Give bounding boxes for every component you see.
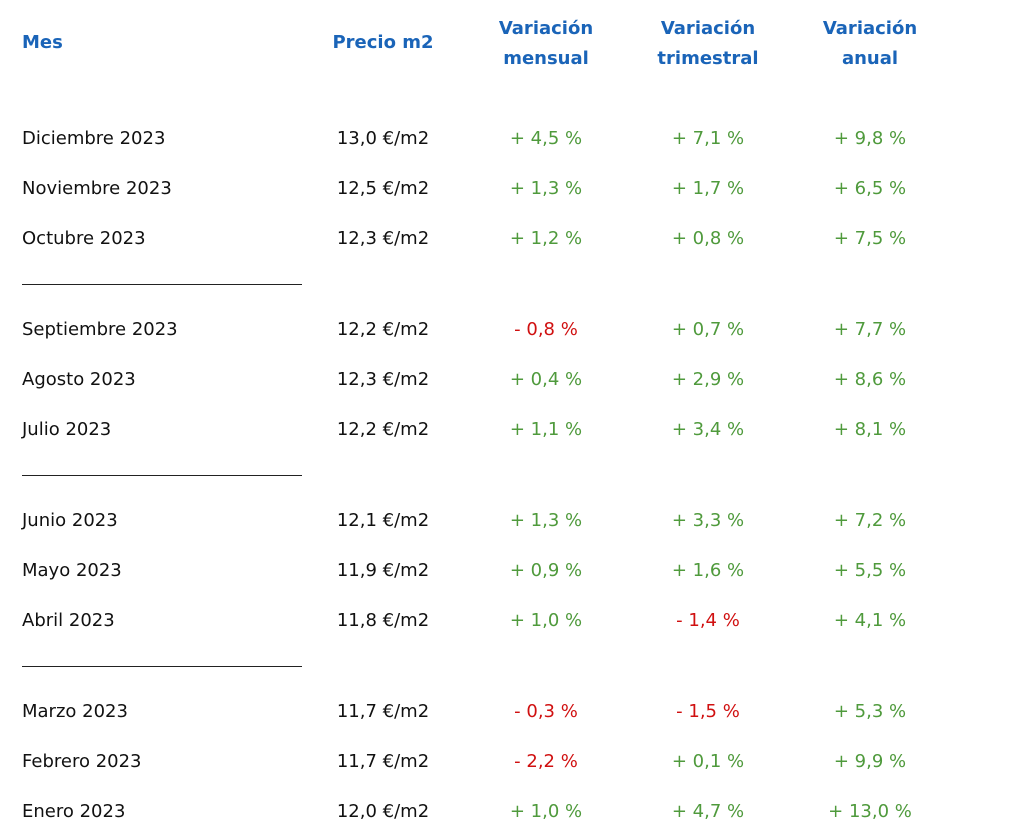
cell-mensual: + 1,1 % <box>509 419 583 440</box>
table-row: Abril 2023 11,8 €/m2 + 1,0 % - 1,4 % + 4,1 % <box>0 606 1016 636</box>
cell-trimestral: + 3,4 % <box>671 419 745 440</box>
cell-trimestral: + 3,3 % <box>671 510 745 531</box>
cell-mensual: - 0,3 % <box>514 701 578 722</box>
cell-precio: 12,3 €/m2 <box>336 369 430 390</box>
table-row: Marzo 2023 11,7 €/m2 - 0,3 % - 1,5 % + 5,3 % <box>0 697 1016 727</box>
cell-trimestral: + 4,7 % <box>671 801 745 822</box>
header-variacion-mensual-line1: Variación <box>498 18 594 39</box>
header-variacion-anual-line1: Variación <box>822 18 918 39</box>
cell-mensual: + 1,2 % <box>509 228 583 249</box>
cell-anual: + 9,8 % <box>833 128 907 149</box>
cell-precio: 11,7 €/m2 <box>336 751 430 772</box>
cell-mensual: - 2,2 % <box>514 751 578 772</box>
cell-anual: + 7,5 % <box>833 228 907 249</box>
cell-anual: + 8,1 % <box>833 419 907 440</box>
cell-mensual: + 1,0 % <box>509 610 583 631</box>
cell-precio: 12,5 €/m2 <box>336 178 430 199</box>
table-row: Julio 2023 12,2 €/m2 + 1,1 % + 3,4 % + 8,1 % <box>0 415 1016 445</box>
cell-mes: Marzo 2023 <box>22 701 128 722</box>
cell-trimestral: - 1,5 % <box>676 701 740 722</box>
cell-mes: Julio 2023 <box>22 419 112 440</box>
cell-anual: + 9,9 % <box>833 751 907 772</box>
cell-trimestral: + 0,1 % <box>671 751 745 772</box>
cell-mensual: + 1,0 % <box>509 801 583 822</box>
cell-mensual: - 0,8 % <box>514 319 578 340</box>
quarter-divider <box>22 475 302 476</box>
cell-precio: 13,0 €/m2 <box>336 128 430 149</box>
header-variacion-mensual: Variación mensual <box>486 14 606 74</box>
table-row: Diciembre 2023 13,0 €/m2 + 4,5 % + 7,1 % + 9… <box>0 124 1016 154</box>
cell-mes: Noviembre 2023 <box>22 178 172 199</box>
cell-trimestral: + 1,6 % <box>671 560 745 581</box>
cell-anual: + 7,7 % <box>833 319 907 340</box>
header-variacion-trimestral-line1: Variación <box>660 18 756 39</box>
header-mes: Mes <box>22 32 63 53</box>
cell-precio: 12,0 €/m2 <box>336 801 430 822</box>
cell-anual: + 4,1 % <box>833 610 907 631</box>
cell-precio: 11,8 €/m2 <box>336 610 430 631</box>
header-variacion-trimestral-line2: trimestral <box>657 48 759 69</box>
cell-mes: Enero 2023 <box>22 801 126 822</box>
cell-mensual: + 1,3 % <box>509 178 583 199</box>
cell-trimestral: + 7,1 % <box>671 128 745 149</box>
cell-mes: Octubre 2023 <box>22 228 146 249</box>
cell-anual: + 5,3 % <box>833 701 907 722</box>
table-header: Mes Precio m2 Variación mensual Variació… <box>0 14 1016 76</box>
cell-precio: 11,7 €/m2 <box>336 701 430 722</box>
cell-anual: + 8,6 % <box>833 369 907 390</box>
cell-anual: + 5,5 % <box>833 560 907 581</box>
cell-anual: + 13,0 % <box>828 801 912 822</box>
cell-mensual: + 0,9 % <box>509 560 583 581</box>
cell-mensual: + 0,4 % <box>509 369 583 390</box>
header-variacion-anual-line2: anual <box>841 48 899 69</box>
cell-mes: Abril 2023 <box>22 610 115 631</box>
cell-anual: + 6,5 % <box>833 178 907 199</box>
header-variacion-mensual-line2: mensual <box>503 48 589 69</box>
cell-trimestral: + 0,8 % <box>671 228 745 249</box>
cell-mes: Diciembre 2023 <box>22 128 166 149</box>
cell-trimestral: + 0,7 % <box>671 319 745 340</box>
cell-mes: Septiembre 2023 <box>22 319 178 340</box>
cell-mensual: + 4,5 % <box>509 128 583 149</box>
cell-trimestral: + 2,9 % <box>671 369 745 390</box>
table-row: Mayo 2023 11,9 €/m2 + 0,9 % + 1,6 % + 5,5 % <box>0 556 1016 586</box>
table-row: Enero 2023 12,0 €/m2 + 1,0 % + 4,7 % + 13,0 … <box>0 797 1016 827</box>
cell-precio: 11,9 €/m2 <box>336 560 430 581</box>
cell-precio: 12,1 €/m2 <box>336 510 430 531</box>
cell-precio: 12,3 €/m2 <box>336 228 430 249</box>
table-row: Febrero 2023 11,7 €/m2 - 2,2 % + 0,1 % + 9,9… <box>0 747 1016 777</box>
cell-mensual: + 1,3 % <box>509 510 583 531</box>
cell-trimestral: + 1,7 % <box>671 178 745 199</box>
cell-mes: Junio 2023 <box>22 510 118 531</box>
header-variacion-anual: Variación anual <box>810 14 930 74</box>
cell-mes: Mayo 2023 <box>22 560 122 581</box>
header-variacion-trimestral: Variación trimestral <box>648 14 768 74</box>
cell-precio: 12,2 €/m2 <box>336 419 430 440</box>
cell-trimestral: - 1,4 % <box>676 610 740 631</box>
quarter-divider <box>22 666 302 667</box>
cell-mes: Agosto 2023 <box>22 369 136 390</box>
table-row: Septiembre 2023 12,2 €/m2 - 0,8 % + 0,7 % + … <box>0 315 1016 345</box>
table-row: Junio 2023 12,1 €/m2 + 1,3 % + 3,3 % + 7,2 % <box>0 506 1016 536</box>
cell-mes: Febrero 2023 <box>22 751 142 772</box>
header-precio: Precio m2 <box>332 32 434 53</box>
quarter-divider <box>22 284 302 285</box>
cell-precio: 12,2 €/m2 <box>336 319 430 340</box>
table-row: Noviembre 2023 12,5 €/m2 + 1,3 % + 1,7 % + 6… <box>0 174 1016 204</box>
table-row: Agosto 2023 12,3 €/m2 + 0,4 % + 2,9 % + 8,6 … <box>0 365 1016 395</box>
table-row: Octubre 2023 12,3 €/m2 + 1,2 % + 0,8 % + 7,5… <box>0 224 1016 254</box>
cell-anual: + 7,2 % <box>833 510 907 531</box>
